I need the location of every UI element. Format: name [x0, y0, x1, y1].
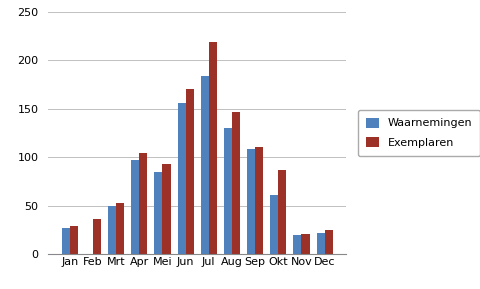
- Bar: [316, 233, 324, 254]
- Bar: [70, 226, 78, 254]
- Bar: [185, 89, 193, 254]
- Bar: [139, 153, 147, 254]
- Bar: [61, 228, 70, 254]
- Bar: [116, 203, 124, 254]
- Bar: [254, 147, 263, 254]
- Bar: [208, 42, 216, 254]
- Bar: [200, 76, 208, 254]
- Bar: [301, 234, 309, 254]
- Bar: [93, 219, 101, 254]
- Bar: [177, 103, 185, 254]
- Bar: [231, 112, 240, 254]
- Bar: [270, 195, 278, 254]
- Bar: [162, 164, 170, 254]
- Bar: [293, 235, 301, 254]
- Bar: [223, 128, 231, 254]
- Legend: Waarnemingen, Exemplaren: Waarnemingen, Exemplaren: [357, 110, 479, 156]
- Bar: [278, 170, 286, 254]
- Bar: [247, 149, 254, 254]
- Bar: [154, 172, 162, 254]
- Bar: [324, 230, 332, 254]
- Bar: [108, 206, 116, 254]
- Bar: [131, 160, 139, 254]
